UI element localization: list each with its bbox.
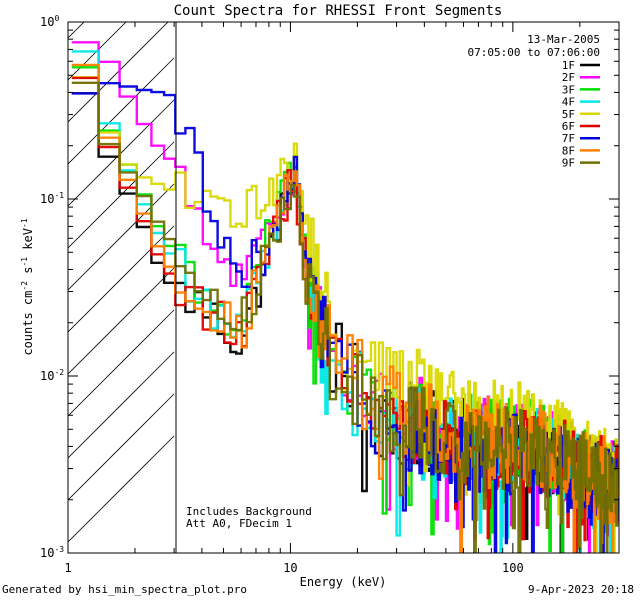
observation-time-range: 07:05:00 to 07:06:00	[468, 46, 600, 59]
hatch-line	[68, 183, 175, 291]
hatch-line	[68, 225, 175, 333]
hatch-line	[68, 435, 175, 543]
legend-label-7F: 7F	[562, 132, 575, 145]
x-axis-label: Energy (keV)	[300, 575, 387, 589]
x-tick-label-10: 10	[283, 561, 297, 575]
legend-label-6F: 6F	[562, 120, 575, 133]
hatch-line	[68, 99, 175, 207]
series-layer	[71, 41, 619, 553]
annotation-background: Includes Background	[186, 505, 312, 518]
hatch-line	[68, 57, 175, 165]
axis-tick-labels: 1 10 100 100 10-1 10-2 10-3	[40, 14, 524, 575]
hatch-line	[68, 351, 175, 459]
plot-frame	[67, 21, 620, 554]
legend-label-9F: 9F	[562, 157, 575, 170]
legend-label-2F: 2F	[562, 71, 575, 84]
legend-label-1F: 1F	[562, 59, 575, 72]
y-tick-label: 100	[40, 14, 59, 29]
y-tick-label: 10-2	[40, 368, 64, 383]
hatch-line	[68, 22, 127, 81]
hatch-line	[68, 393, 175, 501]
observation-date: 13-Mar-2005	[527, 33, 600, 46]
series-line-2F	[71, 41, 619, 553]
legend-label-4F: 4F	[562, 96, 575, 109]
legend-label-3F: 3F	[562, 83, 575, 96]
chart-title: Count Spectra for RHESSI Front Segments	[174, 3, 503, 19]
series-line-9F	[71, 81, 619, 553]
annotation-attenuator: Att A0, FDecim 1	[186, 517, 292, 530]
x-tick-label-100: 100	[502, 561, 524, 575]
y-tick-label: 10-1	[40, 191, 64, 206]
hatch-line	[68, 141, 175, 249]
axis-ticks	[67, 21, 620, 554]
x-tick-label-1: 1	[64, 561, 71, 575]
hatch-line	[68, 309, 175, 417]
background-hatch-region	[68, 22, 175, 543]
hatch-line	[68, 267, 175, 375]
legend-label-8F: 8F	[562, 144, 575, 157]
legend-label-5F: 5F	[562, 108, 575, 121]
footer-generated-by: Generated by hsi_min_spectra_plot.pro	[2, 583, 248, 596]
hatch-line	[68, 22, 169, 123]
y-axis-label: counts cm-2 s-1 keV-1	[20, 218, 35, 355]
y-tick-label: 10-3	[40, 545, 64, 560]
footer-timestamp: 9-Apr-2023 20:18	[528, 583, 634, 596]
